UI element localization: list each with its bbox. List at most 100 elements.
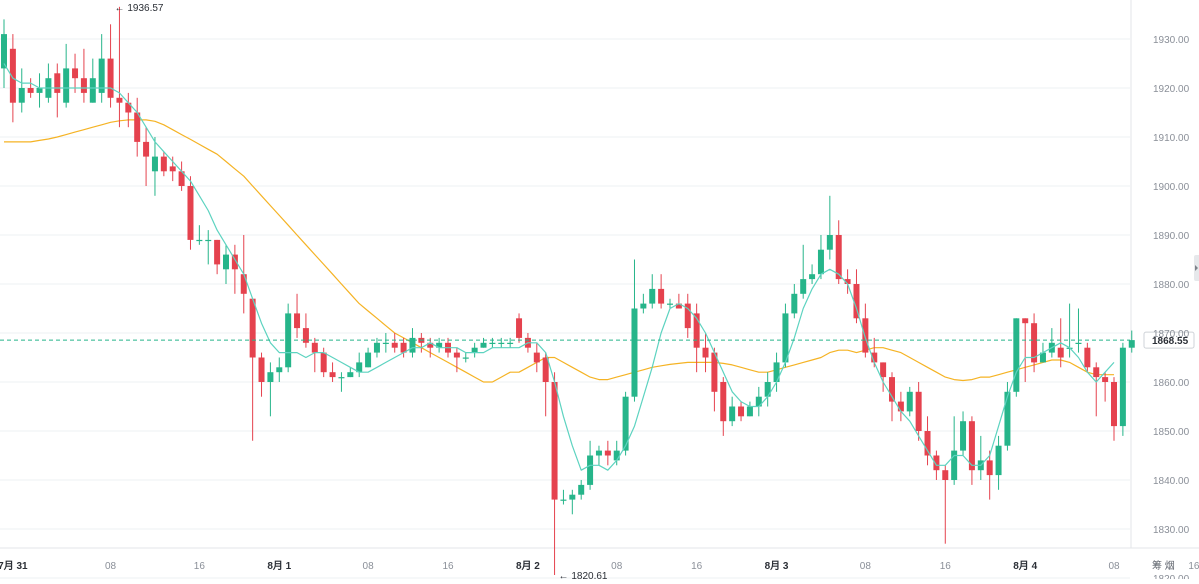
candle-down[interactable] [54, 63, 61, 118]
toolbar-right-label[interactable]: 筹 烟 [1152, 559, 1175, 572]
candle-up[interactable] [89, 58, 96, 103]
candle-up[interactable] [569, 489, 576, 515]
candle-up[interactable] [640, 293, 647, 314]
current-price-tag[interactable] [1143, 331, 1195, 349]
candle-up[interactable] [276, 357, 283, 383]
candle-down[interactable] [169, 156, 176, 182]
candle-down[interactable] [658, 274, 665, 309]
candle-up[interactable] [578, 480, 585, 500]
candle-down[interactable] [986, 450, 993, 500]
candle-down[interactable] [1093, 362, 1100, 417]
candle-down[interactable] [551, 372, 558, 576]
candle-up[interactable] [729, 396, 736, 427]
candle-up[interactable] [507, 337, 514, 348]
candle-up[interactable] [560, 489, 567, 505]
candle-down[interactable] [684, 293, 691, 338]
candle-up[interactable] [649, 274, 656, 309]
candle-up[interactable] [205, 230, 212, 265]
candle-down[interactable] [187, 176, 194, 250]
candle-up[interactable] [338, 372, 345, 392]
candle-down[interactable] [1031, 313, 1038, 373]
candle-up[interactable] [347, 367, 354, 378]
candle-up[interactable] [977, 435, 984, 480]
candle-down[interactable] [720, 377, 727, 436]
candle-down[interactable] [915, 382, 922, 441]
candle-down[interactable] [942, 465, 949, 544]
candle-up[interactable] [951, 416, 958, 485]
candle-up[interactable] [409, 328, 416, 358]
candle-down[interactable] [1111, 377, 1117, 441]
candle-up[interactable] [498, 337, 505, 348]
candle-up[interactable] [382, 333, 389, 353]
candle-down[interactable] [178, 161, 185, 191]
candle-up[interactable] [764, 372, 771, 407]
candle-down[interactable] [427, 337, 434, 358]
candle-down[interactable] [160, 151, 167, 177]
candle-up[interactable] [826, 195, 833, 260]
candle-up[interactable] [98, 34, 105, 103]
candle-down[interactable] [880, 362, 887, 392]
candle-down[interactable] [702, 333, 709, 373]
candle-up[interactable] [755, 386, 762, 417]
candle-up[interactable] [356, 352, 363, 378]
candle-up[interactable] [906, 386, 913, 417]
candle-down[interactable] [294, 293, 301, 338]
candle-down[interactable] [1022, 318, 1029, 382]
candle-down[interactable] [853, 269, 860, 324]
candle-down[interactable] [693, 303, 700, 373]
candle-down[interactable] [329, 362, 336, 382]
candle-down[interactable] [214, 239, 221, 275]
candle-down[interactable] [835, 220, 842, 284]
candle-up[interactable] [791, 284, 798, 319]
candle-down[interactable] [231, 244, 238, 294]
candle-down[interactable] [1102, 372, 1109, 402]
candle-up[interactable] [1, 19, 7, 88]
candle-down[interactable] [711, 347, 718, 412]
candle-down[interactable] [844, 269, 851, 294]
candle-up[interactable] [18, 68, 25, 113]
candle-down[interactable] [107, 24, 114, 108]
candle-up[interactable] [480, 337, 487, 348]
candle-down[interactable] [418, 333, 425, 353]
candle-down[interactable] [738, 401, 745, 422]
candle-down[interactable] [968, 416, 975, 485]
candle-up[interactable] [800, 244, 807, 299]
candle-down[interactable] [862, 303, 869, 358]
candle-up[interactable] [667, 298, 673, 309]
candle-down[interactable] [80, 48, 87, 103]
candle-up[interactable] [1013, 318, 1020, 397]
candle-down[interactable] [116, 6, 123, 128]
candle-up[interactable] [809, 264, 816, 284]
side-panel-handle[interactable] [1194, 255, 1199, 281]
candle-up[interactable] [365, 347, 372, 368]
candle-up[interactable] [817, 235, 824, 280]
candle-down[interactable] [1084, 342, 1091, 373]
candle-down[interactable] [311, 337, 318, 373]
candle-up[interactable] [773, 352, 780, 392]
candle-up[interactable] [436, 337, 443, 353]
candle-up[interactable] [960, 411, 967, 456]
candle-up[interactable] [196, 225, 203, 245]
y-axis[interactable]: 1820.00 1830.00 1840.00 1850.00 1860.00 1870.… [1153, 35, 1190, 584]
candle-up[interactable] [63, 43, 70, 108]
candle-up[interactable] [595, 445, 602, 466]
candle-down[interactable] [391, 333, 398, 353]
candle-down[interactable] [258, 352, 265, 397]
candle-up[interactable] [1119, 342, 1126, 436]
candle-down[interactable] [400, 337, 407, 358]
candle-up[interactable] [782, 303, 789, 368]
candle-up[interactable] [267, 362, 274, 417]
candle-up[interactable] [631, 259, 638, 402]
candle-up[interactable] [373, 337, 380, 358]
candle-down[interactable] [533, 342, 540, 373]
candle-up[interactable] [489, 337, 496, 348]
candle-up[interactable] [1075, 308, 1082, 353]
x-axis[interactable]: 7月 31 08 16 8月 1 08 16 8月 2 08 16 8月 3 08 16 8月 4 08 1… [0, 560, 1199, 572]
candle-up[interactable] [1004, 382, 1011, 451]
candle-up[interactable] [471, 342, 478, 358]
candle-down[interactable] [302, 313, 309, 348]
candle-down[interactable] [134, 97, 141, 157]
candle-down[interactable] [27, 78, 34, 98]
candle-down[interactable] [125, 92, 132, 128]
